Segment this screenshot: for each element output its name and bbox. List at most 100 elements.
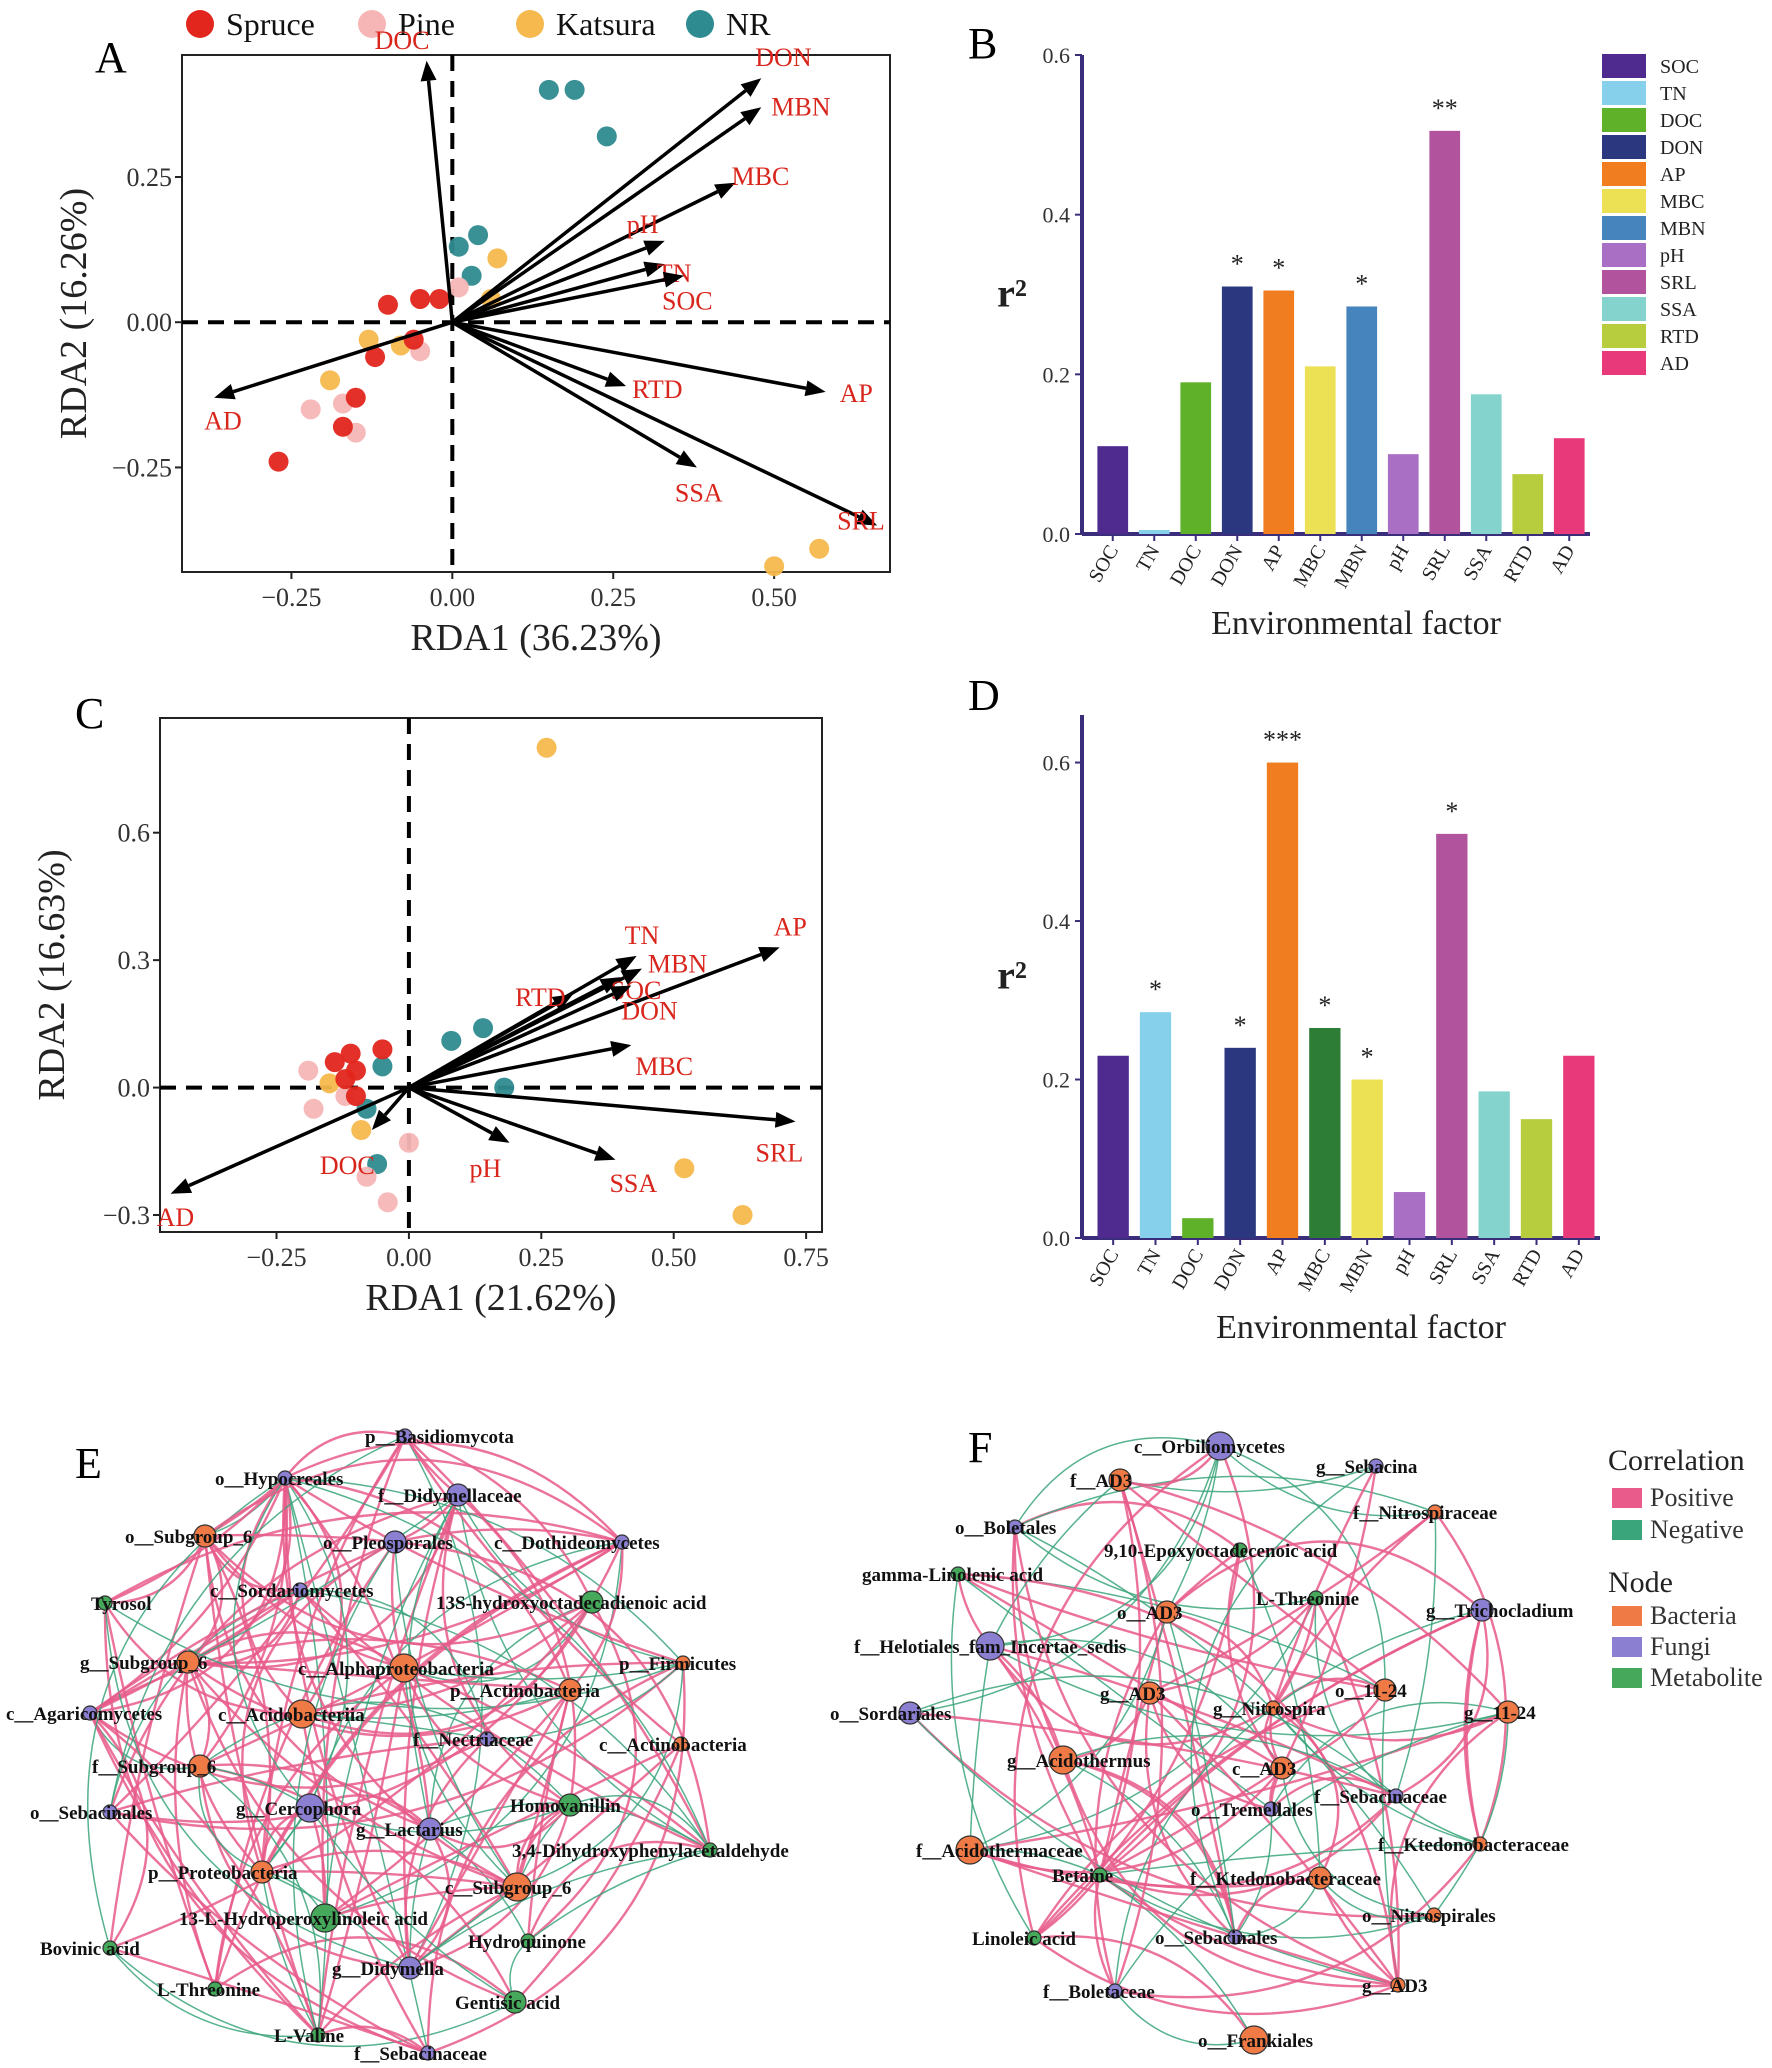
positive-edge xyxy=(957,1572,1283,1770)
node-label: c__Subgroup_6 xyxy=(445,1878,571,1899)
arrowhead-ph xyxy=(488,1126,510,1143)
arrow-mbn xyxy=(451,117,746,324)
positive-edge xyxy=(203,1535,272,1873)
arrow-ssa xyxy=(451,320,681,459)
negative-edge xyxy=(969,1645,991,1851)
node-bacteria xyxy=(389,1653,419,1683)
positive-edge xyxy=(409,1804,572,1970)
bar-ph xyxy=(1387,454,1419,534)
node-label: o__Hypocreales xyxy=(215,1469,343,1490)
legend-label-bacteria: Bacteria xyxy=(1650,1601,1737,1630)
negative-edge xyxy=(87,1477,286,1949)
node-bacteria xyxy=(1426,1907,1442,1923)
node-fungi xyxy=(1007,1519,1023,1535)
arrowhead-mbn xyxy=(620,968,642,985)
positive-edge xyxy=(989,1644,1397,1798)
plot-frame xyxy=(181,54,891,573)
y-tick-label: 0.6 xyxy=(118,819,151,848)
node-metabolite xyxy=(950,1566,966,1582)
negative-edge xyxy=(299,1589,488,1740)
positive-edge xyxy=(187,1661,211,1767)
arrowhead-tn xyxy=(643,261,665,278)
sample-point-spruce xyxy=(340,1043,361,1064)
positive-edge xyxy=(1144,1692,1236,1938)
arrow-label-tn: TN xyxy=(657,259,692,288)
sample-point-pine xyxy=(303,1098,324,1119)
positive-edge xyxy=(989,1645,1065,1761)
node-label: c__Sordariomycetes xyxy=(210,1581,374,1602)
negative-edge xyxy=(199,1765,322,2036)
positive-edge xyxy=(426,1661,684,2054)
positive-edge xyxy=(1013,1526,1065,1761)
positive-edge xyxy=(569,1541,624,1691)
y-axis-title: r² xyxy=(997,953,1027,998)
bar-legend-label-mbc: MBC xyxy=(1660,191,1704,213)
node-metabolite xyxy=(503,1990,527,2014)
node-label: L-Valine xyxy=(274,2026,344,2047)
node-label: g__AD3 xyxy=(1100,1684,1165,1705)
arrow-label-ssa: SSA xyxy=(675,478,723,507)
arrow-label-mbn: MBN xyxy=(771,92,830,121)
negative-edge xyxy=(909,1712,1399,1986)
sample-point-nr xyxy=(473,1018,494,1039)
negative-edge xyxy=(1433,1843,1481,1916)
negative-edge xyxy=(232,1477,311,1809)
y-tick-label: 0.0 xyxy=(1043,522,1071,547)
node-bacteria xyxy=(188,1754,212,1778)
node-metabolite xyxy=(1026,1930,1042,1946)
arrow-srl xyxy=(408,1085,776,1122)
negative-edge xyxy=(1014,1475,1436,1528)
arrowhead-ssa xyxy=(675,450,697,468)
node-label: p__Actinobacteria xyxy=(450,1681,600,1702)
node-label: o__Nitrospirales xyxy=(1362,1906,1496,1927)
node-label: g__11-24 xyxy=(1464,1703,1536,1724)
significance-don: * xyxy=(1231,250,1244,279)
bar-legend-swatch-mbc xyxy=(1602,189,1646,213)
positive-edge xyxy=(1166,1610,1275,1709)
arrowhead-soc xyxy=(599,977,621,994)
legend-label-metabolite: Metabolite xyxy=(1650,1663,1763,1692)
positive-edge xyxy=(441,1494,571,1806)
bar-legend-swatch-srl xyxy=(1602,270,1646,294)
node-label: g__Didymella xyxy=(332,1959,444,1980)
negative-edge xyxy=(969,1848,1101,1876)
node-bacteria xyxy=(250,1860,274,1884)
node-bacteria xyxy=(1239,2025,1269,2055)
positive-edge xyxy=(1011,1526,1102,1876)
negative-edge xyxy=(1166,1611,1236,1938)
node-bacteria xyxy=(558,1678,582,1702)
arrow-label-ad: AD xyxy=(157,1203,195,1232)
node-fungi xyxy=(1205,1431,1235,1461)
negative-edge xyxy=(403,1662,684,1680)
positive-edge xyxy=(284,1430,406,1479)
x-tick-label: 0.00 xyxy=(386,1243,432,1272)
bar-legend-label-srl: SRL xyxy=(1660,272,1697,294)
positive-edge xyxy=(1113,1479,1164,1992)
node-label: f__Acidothermaceae xyxy=(916,1841,1083,1862)
node-bacteria xyxy=(287,1699,317,1729)
node-fungi xyxy=(418,1817,442,1841)
node-fungi xyxy=(383,1530,407,1554)
negative-edge xyxy=(407,1494,518,1888)
sample-point-pine xyxy=(356,1166,377,1187)
node-metabolite xyxy=(1308,1590,1324,1606)
arrow-ap xyxy=(408,952,762,1090)
positive-edge xyxy=(1272,1597,1318,1709)
negative-edge xyxy=(1119,1465,1377,1493)
sample-point-nr xyxy=(441,1030,462,1051)
positive-edge xyxy=(1166,1540,1483,1613)
positive-edge xyxy=(282,1477,518,1889)
sample-point-nr xyxy=(494,1077,515,1098)
arrow-don xyxy=(408,992,614,1090)
node-bacteria xyxy=(176,1650,200,1674)
y-axis-title: RDA2 (16.26%) xyxy=(53,188,95,439)
arrow-label-ph: pH xyxy=(627,210,659,239)
node-label: f__Boletaceae xyxy=(1043,1982,1155,2003)
node-label: o__Sordariales xyxy=(830,1704,951,1725)
node-bacteria xyxy=(1308,1866,1332,1890)
node-label: gamma-Linolenic acid xyxy=(862,1565,1043,1586)
bar-ssa xyxy=(1478,1091,1510,1238)
positive-edge xyxy=(88,1712,319,2036)
x-tick-label: 0.00 xyxy=(430,583,476,612)
positive-edge xyxy=(261,1870,518,1889)
